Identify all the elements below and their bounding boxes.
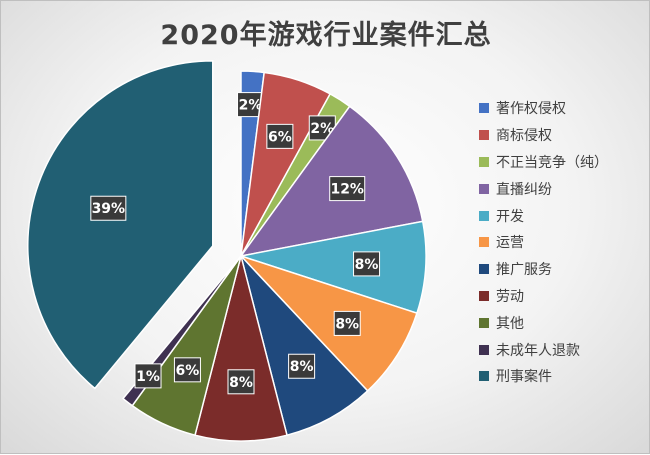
data-label: 8% xyxy=(288,353,316,379)
legend-swatch xyxy=(479,130,489,141)
legend-item: 劳动 xyxy=(479,283,608,310)
data-label: 12% xyxy=(329,176,366,202)
legend-swatch xyxy=(479,156,489,167)
legend-label: 刑事案件 xyxy=(496,369,552,386)
legend-item: 不正当竞争（纯） xyxy=(479,149,608,176)
data-label-text: 8% xyxy=(229,375,253,391)
legend-label: 其他 xyxy=(496,315,524,332)
data-label-box xyxy=(329,176,366,202)
data-label-text: 8% xyxy=(290,359,314,375)
data-label-text: 8% xyxy=(355,257,379,273)
data-label-box xyxy=(353,251,381,277)
legend-swatch xyxy=(479,210,489,221)
legend-swatch xyxy=(479,290,489,301)
pie-slice xyxy=(27,60,214,390)
legend-item: 商标侵权 xyxy=(479,122,608,149)
legend-item: 著作权侵权 xyxy=(479,95,608,122)
data-label-box xyxy=(288,353,316,379)
data-label-box xyxy=(266,123,294,149)
pie-slice xyxy=(240,255,369,437)
legend-item: 推广服务 xyxy=(479,256,608,283)
legend-label: 不正当竞争（纯） xyxy=(496,154,608,171)
legend-swatch xyxy=(479,344,489,355)
data-label-box xyxy=(90,195,127,221)
legend-swatch xyxy=(479,317,489,328)
chart-title: 2020年游戏行业案件汇总 xyxy=(160,20,492,51)
data-label-text: 12% xyxy=(330,182,364,198)
legend-label: 开发 xyxy=(496,208,524,225)
legend-label: 劳动 xyxy=(496,288,524,305)
legend-swatch xyxy=(479,103,489,114)
legend-swatch xyxy=(479,237,489,248)
data-label-text: 1% xyxy=(136,369,160,385)
data-label: 1% xyxy=(134,363,162,389)
legend-label: 运营 xyxy=(496,235,524,252)
data-label-text: 2% xyxy=(310,121,334,137)
legend-swatch xyxy=(479,264,489,275)
pie-slice xyxy=(240,255,418,392)
data-label-text: 8% xyxy=(335,316,359,332)
legend-item: 其他 xyxy=(479,309,608,336)
data-label: 2% xyxy=(237,92,265,118)
data-label-box xyxy=(173,357,201,383)
legend-item: 直播纠纷 xyxy=(479,175,608,202)
data-label: 8% xyxy=(227,369,255,395)
data-label: 6% xyxy=(173,357,201,383)
legend-label: 推广服务 xyxy=(496,262,552,279)
pie-slice xyxy=(240,220,427,315)
legend-label: 直播纠纷 xyxy=(496,181,552,198)
data-label-box xyxy=(227,369,255,395)
legend-item: 开发 xyxy=(479,202,608,229)
data-label: 6% xyxy=(266,123,294,149)
legend-label: 著作权侵权 xyxy=(496,101,566,118)
legend-label: 商标侵权 xyxy=(496,128,552,145)
pie-slice xyxy=(194,255,288,442)
data-label: 39% xyxy=(90,195,127,221)
legend: 著作权侵权商标侵权不正当竞争（纯） 直播纠纷开发运营推广服务劳动其他未成年人退款刑… xyxy=(479,95,608,390)
legend-item: 运营 xyxy=(479,229,608,256)
data-label-text: 6% xyxy=(268,129,292,145)
data-label-box xyxy=(333,310,361,336)
data-label-text: 39% xyxy=(92,201,126,217)
data-label: 8% xyxy=(333,310,361,336)
data-label: 8% xyxy=(353,251,381,277)
legend-item: 未成年人退款 xyxy=(479,336,608,363)
data-label-box xyxy=(134,363,162,389)
legend-label: 未成年人退款 xyxy=(496,342,580,359)
legend-swatch xyxy=(479,183,489,194)
legend-item: 刑事案件 xyxy=(479,363,608,390)
legend-swatch xyxy=(479,371,489,382)
data-label-text: 2% xyxy=(239,98,263,114)
data-label-text: 6% xyxy=(176,363,200,379)
